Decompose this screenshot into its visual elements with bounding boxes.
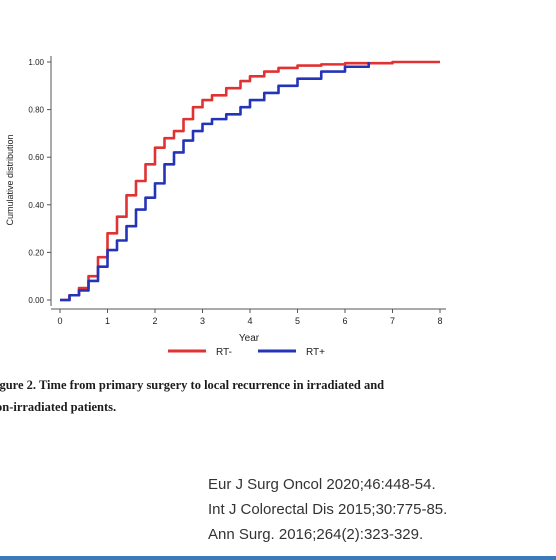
y-axis-label: Cumulative distribution [5, 134, 15, 225]
chart-series [60, 60, 440, 302]
series-line-rt-minus [60, 60, 440, 302]
series-line-rt-minusplus [60, 62, 371, 302]
y-tick-label: 0.00 [28, 296, 44, 305]
x-tick-label: 2 [152, 316, 157, 326]
legend-label-rt-plus: RT+ [306, 347, 325, 358]
x-tick-label: 7 [390, 316, 395, 326]
x-tick-label: 3 [200, 316, 205, 326]
chart-legend: RT- RT+ [168, 347, 325, 358]
y-tick-label: 0.40 [28, 201, 44, 210]
references-list: Eur J Surg Oncol 2020;46:448-54. Int J C… [208, 472, 447, 547]
y-tick-label: 0.60 [28, 153, 44, 162]
x-tick-label: 5 [295, 316, 300, 326]
y-tick-label: 1.00 [28, 58, 44, 67]
reference-item: Ann Surg. 2016;264(2):323-329. [208, 526, 424, 543]
x-tick-label: 4 [247, 316, 252, 326]
x-tick-label: 1 [105, 316, 110, 326]
legend-label-rt-minus: RT- [216, 347, 232, 358]
cumulative-distribution-chart: 0.00 0.20 0.40 0.60 0.80 1.00 0 1 2 3 4 5 6 7 8 Year C… [5, 56, 446, 358]
bottom-edge-bar [0, 556, 556, 560]
caption-line-2: on-irradiated patients. [0, 400, 117, 414]
y-tick-label: 0.80 [28, 106, 44, 115]
chart-axes: 0.00 0.20 0.40 0.60 0.80 1.00 0 1 2 3 4 5 6 7 8 [28, 56, 446, 326]
x-tick-label: 6 [342, 316, 347, 326]
x-tick-label: 0 [57, 316, 62, 326]
x-axis-label: Year [239, 333, 260, 344]
x-tick-label: 8 [437, 316, 442, 326]
reference-item: Eur J Surg Oncol 2020;46:448-54. [208, 476, 436, 493]
caption-line-1: igure 2. Time from primary surgery to lo… [0, 378, 385, 392]
figure-caption: igure 2. Time from primary surgery to lo… [0, 374, 496, 418]
y-tick-label: 0.20 [28, 248, 44, 257]
reference-item: Int J Colorectal Dis 2015;30:775-85. [208, 501, 448, 518]
